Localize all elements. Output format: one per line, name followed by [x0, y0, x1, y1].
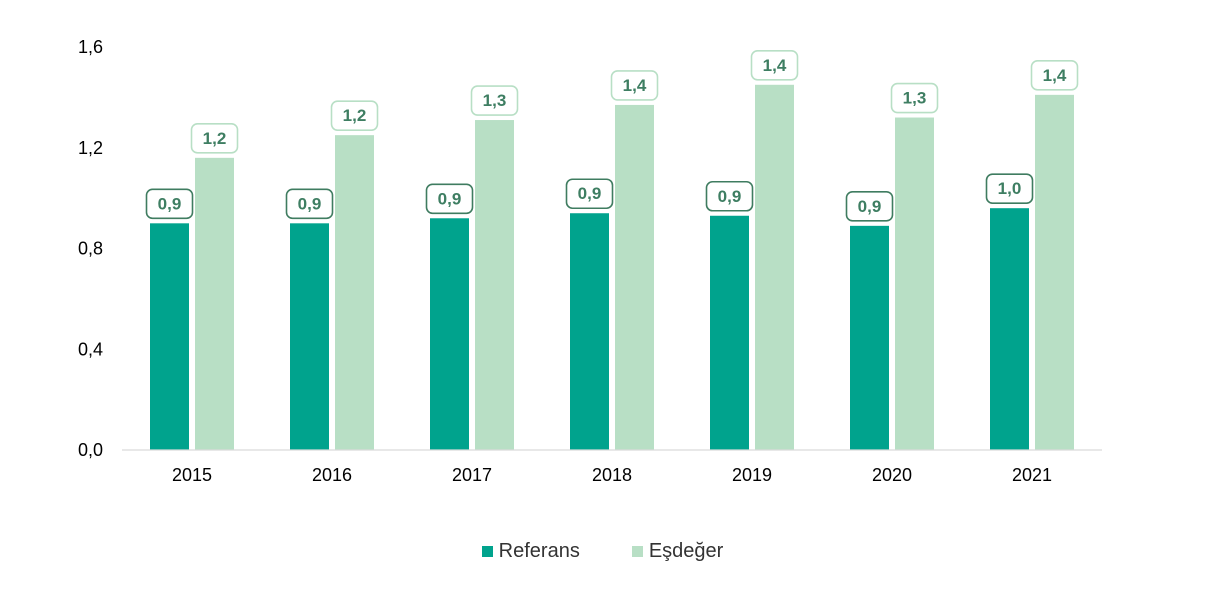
- x-tick-label: 2016: [312, 465, 352, 485]
- legend-item-referans: Referans: [481, 540, 580, 563]
- data-labels: 0,9 1,2 0,9 1,2 0,9 1,3 0,9 1,4 0,9 1,4 0,9 1,3 1,0 1…: [145, 49, 1079, 222]
- data-label: 1,3: [470, 85, 519, 116]
- data-label-text: 1,2: [343, 106, 367, 125]
- bar-esdeger: [755, 84, 794, 450]
- legend: Referans Eşdeğer: [0, 540, 1205, 563]
- legend-swatch-esdeger: [631, 546, 643, 557]
- bar-esdeger: [335, 135, 374, 450]
- x-tick-label: 2015: [172, 465, 212, 485]
- data-label-text: 0,9: [298, 194, 322, 213]
- data-label-text: 0,9: [718, 187, 742, 206]
- data-label-text: 0,9: [578, 184, 602, 203]
- y-tick-label: 0,0: [78, 440, 103, 460]
- bar-referans: [850, 225, 889, 450]
- legend-label-esdeger: Eşdeğer: [648, 540, 724, 562]
- bar-referans: [570, 213, 609, 450]
- data-label: 0,9: [285, 188, 334, 220]
- x-tick-label: 2019: [732, 465, 772, 485]
- data-label-box: [705, 180, 754, 212]
- data-label-text: 1,4: [623, 76, 647, 95]
- data-label-box: [470, 85, 519, 116]
- legend-swatch-referans: [481, 546, 493, 557]
- data-label-text: 1,3: [903, 89, 927, 108]
- data-label-box: [145, 188, 194, 220]
- data-label-text: 0,9: [158, 194, 182, 213]
- data-label-box: [330, 100, 379, 131]
- data-label-box: [750, 49, 799, 81]
- data-label: 1,0: [985, 173, 1034, 204]
- data-label: 1,3: [890, 82, 939, 114]
- bar-esdeger: [475, 120, 514, 450]
- data-label-text: 0,9: [438, 189, 462, 208]
- x-axis: 2015 2016 2017 2018 2019 2020 2021: [122, 449, 1102, 485]
- data-label-text: 0,9: [858, 197, 882, 216]
- data-label-box: [985, 173, 1034, 204]
- data-label-box: [190, 123, 239, 154]
- x-tick-label: 2017: [452, 465, 492, 485]
- data-label-box: [425, 183, 474, 215]
- data-label: 0,9: [565, 178, 614, 210]
- data-label: 1,2: [190, 123, 239, 154]
- data-label-box: [285, 188, 334, 220]
- y-tick-label: 0,4: [78, 339, 103, 359]
- data-label: 0,9: [425, 183, 474, 215]
- legend-item-esdeger: Eşdeğer: [631, 540, 724, 563]
- bars: [150, 84, 1074, 451]
- x-tick-label: 2021: [1012, 465, 1052, 485]
- bar-esdeger: [615, 104, 654, 451]
- data-label-text: 1,3: [483, 91, 507, 110]
- bar-esdeger: [1035, 94, 1074, 450]
- legend-label-referans: Referans: [498, 540, 580, 562]
- data-label: 0,9: [145, 188, 194, 220]
- data-label-box: [610, 70, 659, 101]
- data-label: 1,4: [750, 49, 799, 81]
- data-label: 0,9: [705, 180, 754, 212]
- data-label-text: 1,2: [203, 129, 227, 148]
- x-tick-label: 2020: [872, 465, 912, 485]
- bar-referans: [430, 218, 469, 450]
- data-label-box: [890, 82, 939, 114]
- data-label: 0,9: [845, 191, 894, 222]
- bar-referans: [990, 208, 1029, 450]
- data-label-text: 1,4: [1043, 66, 1067, 85]
- bar-referans: [290, 223, 329, 450]
- data-label-text: 1,0: [998, 179, 1022, 198]
- data-label: 1,4: [610, 70, 659, 101]
- bar-referans: [150, 223, 189, 450]
- y-tick-label: 0,8: [78, 239, 103, 259]
- y-tick-label: 1,6: [78, 37, 103, 57]
- y-axis: 0,0 0,4 0,8 1,2 1,6: [78, 37, 103, 460]
- y-tick-label: 1,2: [78, 138, 103, 158]
- bar-referans: [710, 215, 749, 450]
- bar-esdeger: [195, 157, 234, 450]
- data-label-text: 1,4: [763, 56, 787, 75]
- data-label: 1,4: [1030, 60, 1079, 91]
- bar-esdeger: [895, 117, 934, 451]
- x-tick-label: 2018: [592, 465, 632, 485]
- data-label-box: [845, 191, 894, 222]
- data-label-box: [1030, 60, 1079, 91]
- data-label: 1,2: [330, 100, 379, 131]
- data-label-box: [565, 178, 614, 210]
